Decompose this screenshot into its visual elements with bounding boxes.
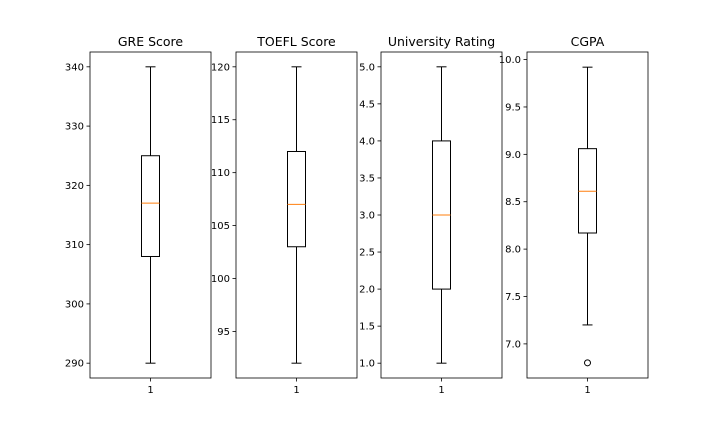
y-tick-label: 340 (65, 62, 84, 73)
y-tick-label: 10.0 (499, 55, 521, 66)
y-tick-label: 5.0 (359, 62, 375, 73)
y-tick-label: 3.5 (359, 173, 375, 184)
x-tick-label: 1 (293, 385, 299, 396)
subplot-3: University Rating 1.0 1.5 2.0 2.5 3.0 3.5 4.0 4.… (359, 34, 503, 396)
y-tick-label: 1.5 (359, 322, 375, 333)
y-tick-label: 120 (211, 62, 230, 73)
chart-title: CGPA (571, 34, 605, 49)
y-tick-label: 320 (65, 181, 84, 192)
x-tick-label: 1 (147, 385, 153, 396)
subplot-1: GRE Score 290 300 310 320 330 340 1 (65, 34, 212, 396)
y-tick-label: 3.0 (359, 211, 375, 222)
gre-score-box (141, 155, 160, 257)
toefl-score-box (287, 150, 306, 248)
y-tick-label: 100 (211, 274, 230, 285)
subplot-2: TOEFL Score 95 100 105 110 115 120 1 (211, 34, 358, 396)
y-tick-label: 4.5 (359, 99, 375, 110)
y-tick-label: 110 (211, 168, 230, 179)
y-tick-label: 7.5 (505, 292, 521, 303)
y-tick-label: 9.0 (505, 150, 521, 161)
y-tick-label: 115 (211, 115, 230, 126)
y-tick-label: 300 (65, 299, 84, 310)
chart-title: GRE Score (118, 34, 184, 49)
y-tick-label: 2.0 (359, 285, 375, 296)
y-tick-label: 8.5 (505, 197, 521, 208)
y-tick-label: 290 (65, 359, 84, 370)
chart-title: University Rating (388, 34, 495, 49)
x-tick-label: 1 (584, 385, 590, 396)
y-tick-label: 9.5 (505, 102, 521, 113)
subplot-4: CGPA 7.0 7.5 8.0 8.5 9.0 9.5 10.0 1 (499, 34, 649, 396)
y-tick-label: 1.0 (359, 359, 375, 370)
y-tick-label: 330 (65, 122, 84, 133)
x-tick-label: 1 (438, 385, 444, 396)
y-tick-label: 310 (65, 240, 84, 251)
cgpa-outlier (584, 359, 591, 367)
chart-title: TOEFL Score (256, 34, 336, 49)
y-tick-label: 7.0 (505, 339, 521, 350)
y-tick-label: 2.5 (359, 248, 375, 259)
y-tick-label: 105 (211, 221, 230, 232)
y-tick-label: 95 (217, 327, 230, 338)
y-tick-label: 8.0 (505, 245, 521, 256)
y-tick-label: 4.0 (359, 136, 375, 147)
